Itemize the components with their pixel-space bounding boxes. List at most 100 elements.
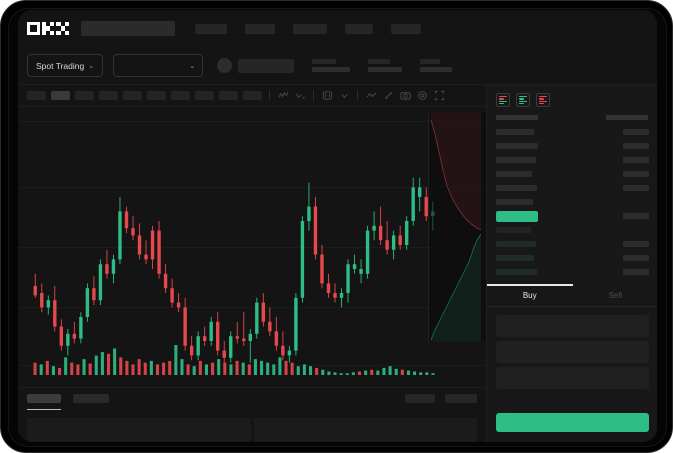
timeframe-chip-7[interactable] [195, 91, 214, 100]
order-form-fields [496, 315, 649, 389]
order-book-size-cell [623, 157, 649, 163]
global-search-input[interactable] [81, 21, 175, 36]
order-book-header-left [496, 115, 538, 120]
order-book-size-cell [623, 213, 649, 219]
order-form-input-2[interactable] [496, 367, 649, 389]
order-form-input-1[interactable] [496, 341, 649, 363]
nav-item-2[interactable] [293, 24, 327, 34]
app-screen: Spot Trading ⌄ ⌄ [18, 10, 657, 442]
orders-panel [18, 387, 486, 442]
okx-logo-icon[interactable] [27, 22, 69, 36]
stat-label [368, 59, 390, 64]
toolbar-divider [313, 90, 314, 101]
timeframe-chip-0[interactable] [27, 91, 46, 100]
top-nav [18, 10, 657, 47]
order-book-mode-toggles [496, 93, 550, 107]
nav-item-0[interactable] [195, 24, 227, 34]
both-icon[interactable] [496, 93, 510, 107]
nav-item-4[interactable] [391, 24, 421, 34]
settings-icon[interactable] [416, 90, 428, 102]
line-chart-icon[interactable] [365, 90, 377, 102]
nav-item-1[interactable] [245, 24, 275, 34]
order-tab-sell[interactable]: Sell [573, 285, 658, 306]
nav-item-3[interactable] [345, 24, 373, 34]
order-book-row[interactable] [487, 265, 657, 279]
chart-toolbar [18, 85, 486, 107]
magnet-icon[interactable] [382, 90, 394, 102]
orders-row-0 [27, 418, 251, 442]
logo-mark-k [42, 22, 55, 35]
toolbar-divider [357, 90, 358, 101]
spot-trading-dropdown[interactable]: Spot Trading ⌄ [27, 54, 103, 77]
stat-value [420, 67, 452, 72]
order-book-price-cell [496, 157, 536, 163]
orders-row-1 [254, 418, 478, 442]
order-book-price-cell [496, 255, 534, 261]
order-book-rows [487, 125, 657, 279]
timeframe-chip-9[interactable] [243, 91, 262, 100]
indicator-icon[interactable] [277, 90, 289, 102]
volume-histogram [18, 335, 486, 383]
submit-order-button[interactable] [496, 413, 649, 432]
bids-icon[interactable] [516, 93, 530, 107]
orders-tab-1[interactable] [73, 394, 109, 403]
spot-trading-label: Spot Trading [36, 61, 84, 71]
stat-label [420, 59, 440, 64]
trading-pair-select[interactable]: ⌄ [113, 54, 203, 77]
order-book-row[interactable] [487, 237, 657, 251]
order-book-row[interactable] [487, 125, 657, 139]
camera-icon[interactable] [399, 90, 411, 102]
order-book-row[interactable] [487, 153, 657, 167]
orders-tab-0[interactable] [27, 394, 61, 403]
logo-mark-o [27, 22, 40, 35]
order-book-price-cell [496, 227, 531, 233]
timeframe-chip-4[interactable] [123, 91, 142, 100]
timeframe-chip-5[interactable] [147, 91, 166, 100]
timeframe-chip-8[interactable] [219, 91, 238, 100]
orders-rows [27, 418, 477, 442]
order-book-row[interactable] [487, 209, 657, 223]
order-book-row[interactable] [487, 139, 657, 153]
order-book-depth-chart [428, 112, 486, 342]
order-book-row[interactable] [487, 251, 657, 265]
market-stat-0 [312, 59, 350, 72]
market-sub-header: Spot Trading ⌄ ⌄ [18, 47, 657, 85]
device-frame: Spot Trading ⌄ ⌄ [0, 0, 673, 453]
order-book-price-cell [496, 185, 537, 191]
timeframe-chip-3[interactable] [99, 91, 118, 100]
chevron-down-icon: ⌄ [189, 62, 195, 70]
order-book-row[interactable] [487, 181, 657, 195]
order-book-price-cell [496, 269, 537, 275]
chevron-down-icon[interactable] [338, 90, 350, 102]
order-book-price-cell [496, 129, 534, 135]
market-stat-1 [368, 59, 402, 72]
order-book-size-cell [623, 143, 649, 149]
orders-action-0[interactable] [405, 394, 435, 403]
order-book-size-cell [623, 129, 649, 135]
compare-icon[interactable] [294, 90, 306, 102]
timeframe-chip-1[interactable] [51, 91, 70, 100]
order-book-row[interactable] [487, 223, 657, 237]
stat-value [368, 67, 402, 72]
timeframe-chip-2[interactable] [75, 91, 94, 100]
order-book-size-cell [623, 171, 649, 177]
stat-label [312, 59, 336, 64]
order-form-input-0[interactable] [496, 315, 649, 337]
order-book-panel: BuySell [486, 85, 657, 442]
order-book-header-right [606, 115, 648, 120]
asks-icon[interactable] [536, 93, 550, 107]
order-book-row[interactable] [487, 195, 657, 209]
chevron-down-icon: ⌄ [88, 62, 94, 70]
order-book-size-cell [623, 185, 649, 191]
timeframe-chip-6[interactable] [171, 91, 190, 100]
buy-sell-tabs: BuySell [487, 285, 657, 307]
order-book-price-cell [496, 143, 538, 149]
order-book-row[interactable] [487, 167, 657, 181]
order-book-size-cell [623, 241, 649, 247]
order-tab-buy[interactable]: Buy [487, 285, 573, 306]
fullscreen-icon[interactable] [433, 90, 445, 102]
toolbar-divider [269, 90, 270, 101]
order-book-price-cell [496, 171, 532, 177]
template-icon[interactable] [321, 90, 333, 102]
orders-action-1[interactable] [445, 394, 477, 403]
